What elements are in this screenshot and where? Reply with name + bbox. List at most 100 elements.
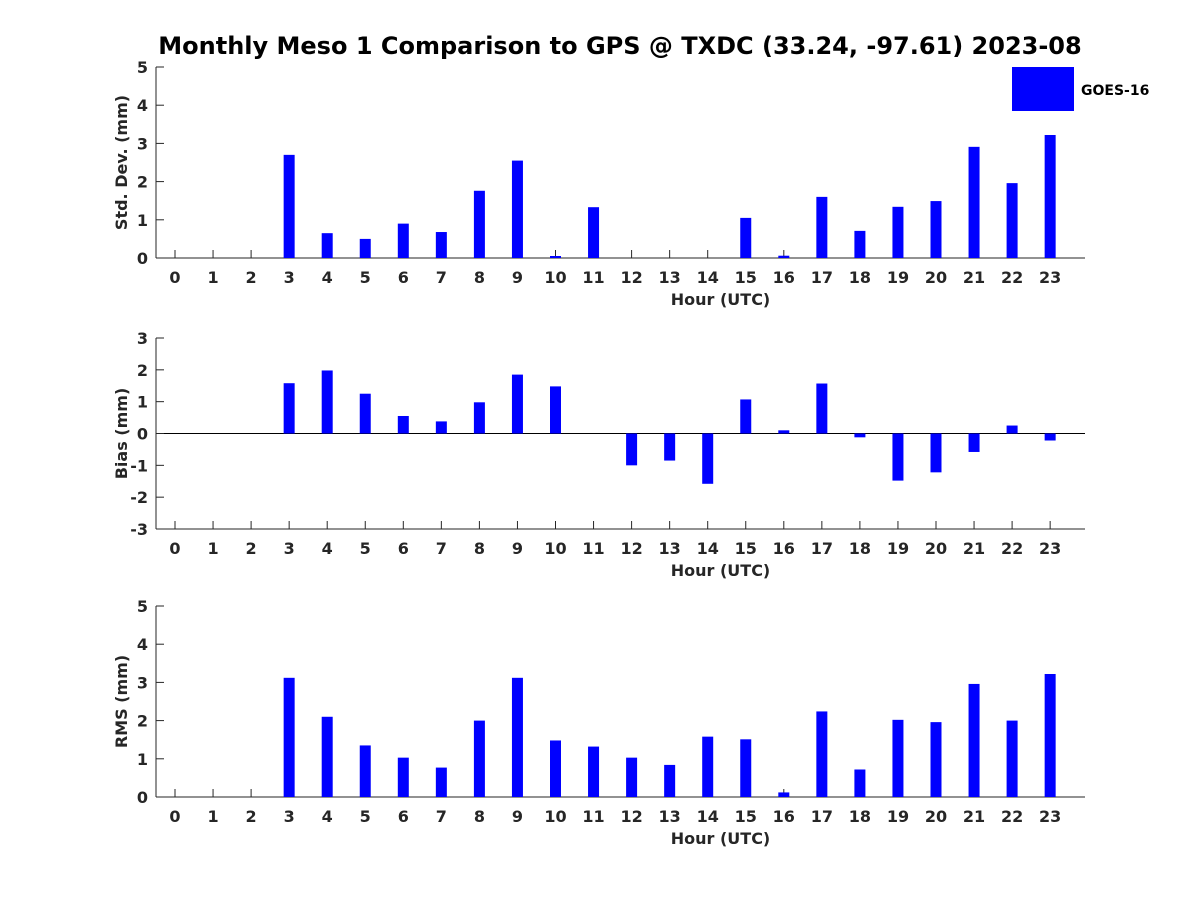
x-tick-label: 18	[849, 807, 871, 826]
y-tick-label: -1	[130, 456, 148, 475]
x-tick-label: 18	[849, 539, 871, 558]
x-tick-label: 6	[398, 539, 409, 558]
x-tick-label: 16	[773, 807, 795, 826]
bar-hour-15	[740, 739, 752, 797]
bar-hour-6	[397, 757, 409, 797]
bar-hour-16	[778, 255, 790, 258]
bar-hour-21	[968, 433, 980, 452]
y-tick-label: 3	[137, 134, 148, 153]
x-tick-label: 21	[963, 539, 985, 558]
y-tick-label: 4	[137, 635, 148, 654]
bar-hour-12	[626, 433, 638, 466]
x-tick-label: 0	[169, 268, 180, 287]
bar-hour-10	[550, 386, 561, 434]
y-tick-label: 2	[137, 712, 148, 731]
bar-hour-5	[359, 393, 371, 434]
legend: GOES-16	[1012, 67, 1149, 111]
x-tick-label: 0	[169, 539, 180, 558]
y-tick-label: 1	[137, 211, 148, 230]
x-tick-label: 7	[436, 539, 447, 558]
y-axis-label: RMS (mm)	[112, 655, 131, 748]
x-axis-label: Hour (UTC)	[671, 829, 771, 848]
bar-hour-9	[511, 160, 523, 258]
bar-hour-9	[511, 677, 523, 797]
x-tick-label: 11	[582, 268, 604, 287]
bar-hour-20	[930, 433, 942, 473]
y-tick-label: 0	[137, 425, 148, 444]
bar-hour-6	[397, 415, 409, 434]
bar-hour-5	[359, 238, 371, 258]
bar-hour-3	[283, 677, 295, 797]
x-tick-label: 13	[659, 539, 681, 558]
x-tick-label: 10	[544, 268, 566, 287]
x-tick-label: 8	[474, 807, 485, 826]
x-tick-label: 12	[620, 268, 642, 287]
x-tick-label: 21	[963, 268, 985, 287]
x-tick-label: 15	[735, 268, 757, 287]
x-tick-label: 3	[284, 539, 295, 558]
bar-hour-16	[778, 430, 790, 434]
x-tick-label: 15	[735, 807, 757, 826]
x-tick-label: 20	[925, 807, 947, 826]
bar-hour-12	[626, 757, 638, 797]
x-tick-label: 14	[697, 539, 719, 558]
bar-hour-19	[892, 433, 904, 481]
legend-swatch	[1012, 67, 1074, 111]
x-tick-label: 3	[284, 807, 295, 826]
x-tick-label: 23	[1039, 539, 1061, 558]
x-tick-label: 3	[284, 268, 295, 287]
y-tick-label: 3	[137, 329, 148, 348]
x-tick-label: 22	[1001, 807, 1023, 826]
x-axis-label: Hour (UTC)	[671, 290, 771, 309]
y-tick-label: 2	[137, 361, 148, 380]
x-tick-label: 4	[322, 539, 333, 558]
y-tick-label: 0	[137, 249, 148, 268]
bar-hour-18	[854, 769, 866, 797]
chart-title: Monthly Meso 1 Comparison to GPS @ TXDC …	[158, 32, 1081, 60]
x-tick-label: 16	[773, 539, 795, 558]
x-tick-label: 2	[246, 539, 257, 558]
y-tick-label: 1	[137, 393, 148, 412]
x-tick-label: 7	[436, 807, 447, 826]
x-tick-label: 12	[620, 539, 642, 558]
x-tick-label: 5	[360, 807, 371, 826]
x-tick-label: 22	[1001, 539, 1023, 558]
bar-hour-10	[550, 256, 561, 258]
x-tick-label: 4	[322, 807, 333, 826]
x-tick-label: 21	[963, 807, 985, 826]
bar-hour-17	[816, 196, 828, 258]
x-tick-label: 13	[659, 807, 681, 826]
bar-hour-18	[854, 230, 866, 258]
bar-hour-21	[968, 683, 980, 797]
bar-hour-13	[664, 433, 676, 461]
bar-hour-10	[550, 740, 561, 797]
bar-hour-20	[930, 201, 942, 258]
x-tick-label: 17	[811, 807, 833, 826]
x-tick-label: 11	[582, 539, 604, 558]
bar-hour-7	[435, 767, 447, 797]
bar-hour-14	[702, 433, 714, 484]
bar-hour-14	[702, 736, 714, 797]
bar-hour-22	[1006, 425, 1018, 434]
x-tick-label: 2	[246, 807, 257, 826]
bar-hour-6	[397, 223, 409, 258]
bar-hour-4	[321, 233, 333, 258]
bar-hour-22	[1006, 183, 1018, 258]
x-tick-label: 2	[246, 268, 257, 287]
x-tick-label: 8	[474, 539, 485, 558]
x-tick-label: 6	[398, 807, 409, 826]
x-tick-label: 16	[773, 268, 795, 287]
x-tick-label: 19	[887, 539, 909, 558]
legend-label: GOES-16	[1081, 83, 1149, 99]
x-tick-label: 6	[398, 268, 409, 287]
y-tick-label: 4	[137, 96, 148, 115]
bar-hour-21	[968, 146, 980, 258]
bar-hour-8	[473, 190, 485, 258]
bar-hour-7	[435, 232, 447, 258]
x-tick-label: 15	[735, 539, 757, 558]
bar-hour-7	[435, 421, 447, 434]
bar-hour-13	[664, 764, 676, 797]
